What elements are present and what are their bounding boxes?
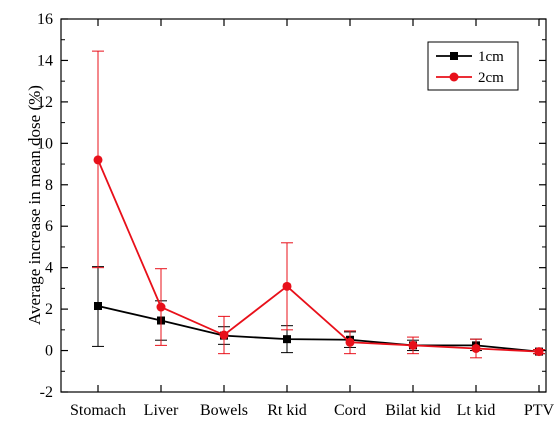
legend-marker-circle: [449, 72, 459, 82]
y-axis-title: Average increase in mean dose (%): [25, 85, 44, 325]
y-tick-label: 2: [45, 301, 53, 318]
y-tick-label: 4: [45, 260, 53, 277]
data-point-circle: [471, 343, 481, 353]
data-point-circle: [345, 337, 355, 347]
series-line: [97, 305, 540, 353]
data-point-circle: [93, 155, 103, 165]
x-tick-label: Rt kid: [267, 402, 307, 419]
x-tick-label: Bowels: [200, 402, 248, 419]
y-tick-label: 14: [37, 52, 53, 69]
x-tick-label: Stomach: [70, 402, 126, 419]
series-line: [97, 159, 540, 353]
data-point-circle: [534, 347, 544, 357]
series-layer: [92, 50, 545, 359]
y-tick-label: 8: [45, 177, 53, 194]
x-axis: Stomach Liver Bowels Rt kid Cord Bilat kid Lt …: [70, 19, 555, 419]
legend-label: 1cm: [478, 49, 504, 65]
data-point-circle: [282, 281, 292, 291]
y-tick-label: 6: [45, 218, 53, 235]
legend-item-1cm: 1cm: [436, 49, 504, 65]
legend-item-2cm: 2cm: [436, 70, 504, 86]
x-tick-label: Lt kid: [457, 402, 496, 419]
legend-marker-square: [450, 52, 458, 60]
y-tick-label: 12: [37, 94, 53, 111]
data-point-circle: [219, 330, 229, 340]
series-2cm: [92, 50, 545, 359]
legend-box: [427, 41, 519, 91]
y-tick-label: 0: [45, 343, 53, 360]
data-point-circle: [408, 340, 418, 350]
x-tick-label: Bilat kid: [385, 402, 441, 419]
data-point-circle: [156, 302, 166, 312]
x-tick-label: Cord: [334, 402, 366, 419]
data-point-square: [94, 302, 102, 311]
y-tick-label: 16: [37, 11, 53, 28]
x-tick-label: PTV: [524, 402, 555, 419]
data-point-square: [283, 335, 291, 344]
x-tick-label: Liver: [144, 402, 179, 419]
y-tick-label: -2: [40, 384, 53, 401]
y-axis: -2 0 2 4 6 8 10 12 14 16: [37, 11, 546, 401]
legend-label: 2cm: [478, 70, 504, 86]
y-tick-label: 10: [37, 135, 53, 152]
